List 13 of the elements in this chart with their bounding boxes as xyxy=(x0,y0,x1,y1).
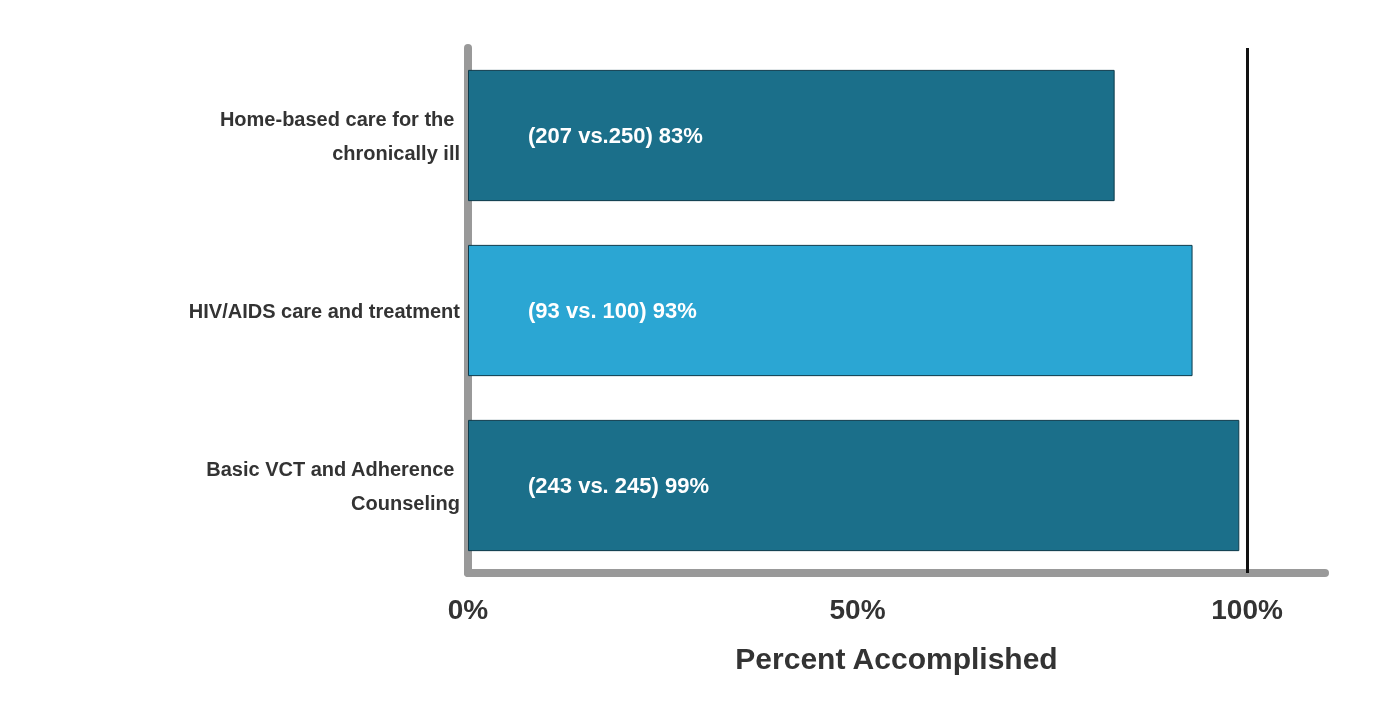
data-label: (93 vs. 100) 93% xyxy=(528,298,697,323)
x-tick-label: 50% xyxy=(829,593,886,625)
x-tick-label: 0% xyxy=(447,593,489,625)
data-label: (207 vs.250) 83% xyxy=(528,123,703,148)
y-tick-label: Home-based care for the chronically ill xyxy=(219,107,460,164)
bar xyxy=(468,244,1193,377)
bar xyxy=(468,419,1240,552)
x-tick-label: 100% xyxy=(1211,593,1283,625)
x-axis-title: Percent Accomplished xyxy=(735,641,1058,675)
data-label: (243 vs. 245) 99% xyxy=(528,473,710,498)
y-tick-label: HIV/AIDS care and treatment xyxy=(188,299,461,322)
y-tick-label: Basic VCT and Adherence Counseling xyxy=(206,457,460,514)
bar xyxy=(468,69,1115,202)
